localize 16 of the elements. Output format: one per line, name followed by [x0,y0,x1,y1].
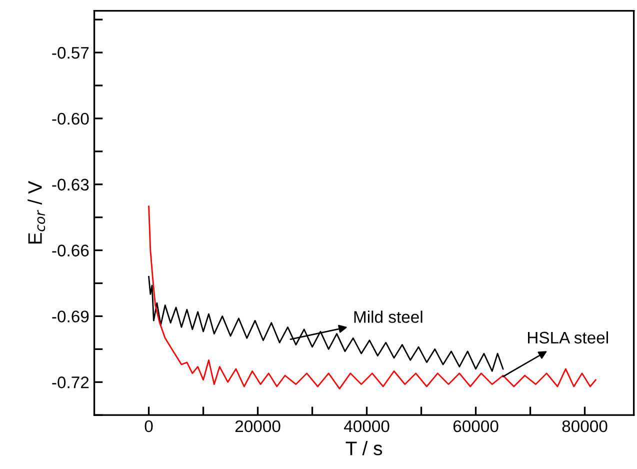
x-tick-label: 20000 [235,420,280,432]
x-tick-label: 80000 [562,420,608,432]
y-tick-label: -0.66 [52,244,89,256]
x-tick-label: 0 [144,420,153,432]
y-tick-label: -0.69 [52,310,89,322]
y-tick-label: -0.72 [52,376,89,388]
annotation: HSLA steel [528,331,608,344]
y-tick-label: -0.60 [52,112,89,125]
annotation: Mild steel [354,310,422,323]
x-axis-title: T / s [346,441,382,456]
y-tick-label: -0.57 [52,46,89,59]
y-axis-title: E$_{cor}$ / V [28,180,46,244]
x-tick-label: 40000 [344,420,390,432]
x-tick-label: 60000 [453,420,498,432]
line-series [148,276,504,372]
y-tick-label: -0.63 [52,178,89,191]
